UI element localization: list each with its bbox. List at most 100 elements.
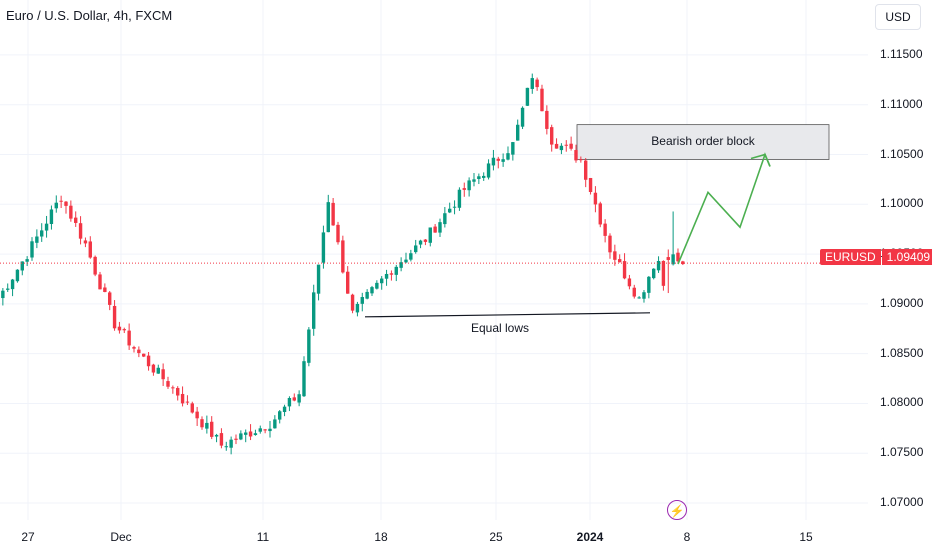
candle-up bbox=[370, 287, 374, 294]
candle-up bbox=[443, 213, 447, 225]
candle-up bbox=[360, 297, 364, 304]
candle-down bbox=[549, 127, 554, 145]
candle-down bbox=[622, 261, 627, 279]
candle-up bbox=[6, 288, 10, 290]
price-tick-label: 1.11500 bbox=[880, 46, 923, 61]
candle-down bbox=[263, 429, 267, 431]
candle-up bbox=[297, 394, 301, 403]
candle-up bbox=[326, 202, 330, 233]
candle-up bbox=[511, 142, 515, 155]
candle-down bbox=[613, 251, 617, 260]
candle-up bbox=[258, 428, 262, 432]
price-tick-label: 1.07500 bbox=[880, 445, 924, 460]
candle-down bbox=[78, 223, 83, 239]
candle-down bbox=[171, 387, 175, 389]
candle-up bbox=[214, 434, 219, 437]
candle-up bbox=[321, 232, 326, 263]
candle-up bbox=[482, 175, 486, 178]
candle-up bbox=[651, 268, 656, 279]
candle-up bbox=[49, 209, 54, 224]
candle-down bbox=[583, 160, 588, 180]
candle-up bbox=[365, 291, 369, 299]
candle-up bbox=[520, 107, 525, 127]
projection-path bbox=[677, 152, 771, 265]
candle-down bbox=[331, 202, 335, 226]
candle-down bbox=[132, 347, 136, 349]
candle-down bbox=[122, 329, 126, 331]
candle-up bbox=[637, 297, 641, 299]
candle-down bbox=[496, 158, 500, 161]
price-tag-value: 1.09409 bbox=[881, 249, 932, 265]
candle-down bbox=[200, 419, 204, 428]
order-block-zone bbox=[576, 124, 830, 160]
candle-down bbox=[210, 421, 214, 437]
candle-down bbox=[74, 217, 78, 223]
price-tick-label: 1.08000 bbox=[880, 395, 924, 410]
candle-down bbox=[603, 223, 607, 236]
price-tick-label: 1.08500 bbox=[880, 345, 924, 360]
candle-up bbox=[205, 422, 209, 429]
candle-down bbox=[632, 287, 636, 297]
candle-down bbox=[103, 287, 107, 292]
candle-down bbox=[108, 292, 112, 305]
candle-up bbox=[486, 163, 491, 178]
price-tick-label: 1.10000 bbox=[880, 196, 924, 211]
candle-down bbox=[142, 353, 146, 357]
candle-up bbox=[25, 259, 29, 262]
candle-up bbox=[404, 259, 408, 263]
candle-up bbox=[506, 153, 510, 160]
time-tick-label: 15 bbox=[799, 530, 813, 544]
candle-up bbox=[156, 367, 160, 374]
candle-down bbox=[564, 144, 568, 146]
candle-down bbox=[137, 349, 141, 354]
candle-down bbox=[161, 369, 165, 380]
lightning-icon[interactable]: ⚡ bbox=[667, 500, 687, 520]
grid-lines bbox=[0, 0, 868, 520]
candle-down bbox=[433, 226, 437, 233]
candle-up bbox=[312, 292, 316, 329]
time-tick-label: 11 bbox=[256, 530, 270, 544]
candle-up bbox=[375, 282, 379, 289]
candle-up bbox=[1, 290, 5, 299]
candles bbox=[1, 73, 685, 455]
time-tick-label: 18 bbox=[374, 530, 388, 544]
price-tick-label: 1.07000 bbox=[880, 495, 924, 510]
candle-up bbox=[239, 433, 243, 440]
candle-up bbox=[273, 419, 277, 429]
candle-down bbox=[146, 355, 151, 367]
candle-down bbox=[185, 401, 190, 403]
candle-down bbox=[617, 259, 622, 263]
candle-up bbox=[428, 227, 432, 243]
candle-up bbox=[448, 208, 452, 213]
candle-down bbox=[608, 235, 612, 253]
time-tick-label: 2024 bbox=[576, 530, 604, 544]
candle-down bbox=[569, 143, 573, 149]
candle-down bbox=[98, 274, 102, 290]
candle-down bbox=[234, 438, 238, 440]
candle-down bbox=[574, 150, 578, 161]
candle-up bbox=[10, 279, 15, 290]
candle-down bbox=[292, 397, 296, 401]
time-tick-label: 8 bbox=[683, 530, 691, 544]
candle-up bbox=[642, 292, 646, 299]
candle-up bbox=[40, 230, 44, 237]
candle-up bbox=[525, 87, 530, 106]
price-tick-label: 1.11000 bbox=[880, 96, 923, 111]
price-tick-label: 1.09000 bbox=[880, 295, 924, 310]
time-tick-label: 25 bbox=[489, 530, 503, 544]
candle-down bbox=[195, 411, 199, 419]
currency-button[interactable]: USD bbox=[875, 4, 921, 30]
candle-up bbox=[472, 179, 476, 182]
candle-down bbox=[127, 330, 131, 346]
order-block-label: Bearish order block bbox=[651, 134, 755, 149]
candle-down bbox=[151, 364, 156, 373]
candle-down bbox=[540, 88, 544, 112]
candle-down bbox=[554, 143, 559, 149]
candle-down bbox=[389, 273, 394, 275]
candle-down bbox=[462, 188, 466, 190]
candle-down bbox=[579, 159, 583, 161]
candle-down bbox=[59, 200, 63, 202]
candle-down bbox=[88, 241, 92, 258]
order-block-rect bbox=[576, 124, 830, 160]
